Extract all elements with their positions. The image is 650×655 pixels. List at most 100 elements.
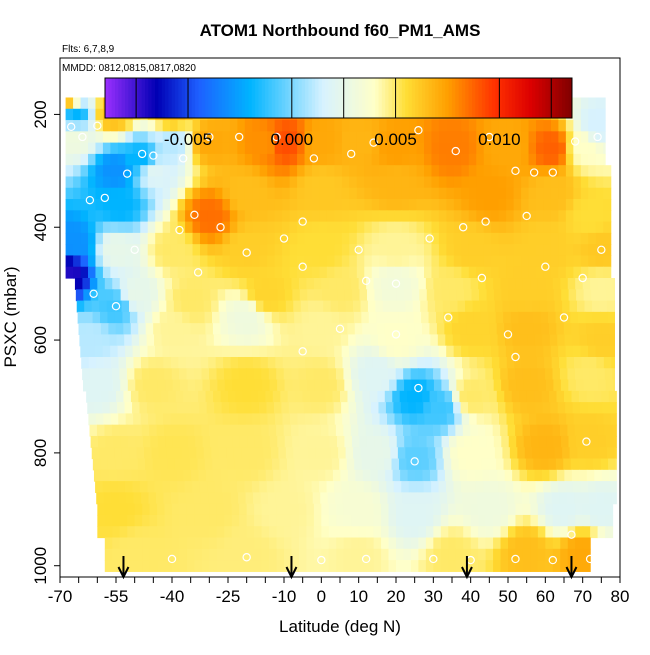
heatmap-cell <box>386 481 395 493</box>
heatmap-cell <box>497 469 506 482</box>
heatmap-cell <box>446 266 455 279</box>
heatmap-cell <box>536 356 545 369</box>
heatmap-cell <box>603 244 612 257</box>
x-tick-label: 70 <box>573 587 592 606</box>
heatmap-cell <box>416 210 425 223</box>
heatmap-cell <box>295 469 304 482</box>
heatmap-cell <box>201 537 210 550</box>
heatmap-cell <box>326 210 335 223</box>
heatmap-cell <box>416 153 425 166</box>
heatmap-cell <box>416 131 425 144</box>
heatmap-cell <box>173 300 182 313</box>
colorbar-segment <box>468 78 473 118</box>
heatmap-cell <box>595 345 604 358</box>
heatmap-cell <box>392 323 401 336</box>
heatmap-cell <box>448 514 457 527</box>
heatmap-cell <box>110 142 119 155</box>
heatmap-cell <box>558 266 567 279</box>
heatmap-cell <box>254 560 263 572</box>
heatmap-cell <box>388 424 397 437</box>
heatmap-cell <box>178 356 187 369</box>
heatmap-cell <box>246 560 255 572</box>
heatmap-cell <box>319 210 328 223</box>
heatmap-cell <box>282 176 291 189</box>
heatmap-cell <box>505 481 514 493</box>
heatmap-cell <box>104 278 113 290</box>
heatmap-cell <box>367 289 376 302</box>
heatmap-cell <box>65 176 74 189</box>
heatmap-cell <box>479 289 488 302</box>
heatmap-cell <box>349 153 358 166</box>
heatmap-cell <box>201 278 210 290</box>
heatmap-cell <box>99 447 108 460</box>
heatmap-cell <box>551 492 560 505</box>
heatmap-cell <box>440 278 449 290</box>
heatmap-cell <box>268 368 277 381</box>
heatmap-cell <box>384 458 393 471</box>
heatmap-cell <box>185 199 194 211</box>
heatmap-cell <box>416 187 425 200</box>
heatmap-cell <box>210 289 219 302</box>
heatmap-cell <box>281 481 290 493</box>
heatmap-cell <box>325 469 334 482</box>
heatmap-cell <box>453 481 462 493</box>
heatmap-cell <box>548 323 557 336</box>
heatmap-cell <box>519 469 528 482</box>
heatmap-cell <box>301 458 310 471</box>
colorbar-segment <box>438 78 443 118</box>
heatmap-cell <box>360 447 369 460</box>
heatmap-cell <box>558 165 567 178</box>
heatmap-cell <box>603 210 612 223</box>
heatmap-cell <box>96 356 105 369</box>
heatmap-cell <box>244 120 253 132</box>
colorbar-segment <box>511 78 516 118</box>
heatmap-cell <box>140 356 150 369</box>
heatmap-cell <box>321 379 330 392</box>
heatmap-cell <box>558 210 567 223</box>
heatmap-cell <box>468 187 477 200</box>
heatmap-cell <box>73 210 82 223</box>
heatmap-cell <box>95 176 104 189</box>
heatmap-cell <box>269 526 278 539</box>
heatmap-cell <box>209 278 218 290</box>
colorbar-segment <box>218 78 223 118</box>
heatmap-cell <box>155 165 164 178</box>
colorbar-segment <box>401 78 406 118</box>
heatmap-cell <box>485 514 494 527</box>
heatmap-cell <box>491 142 500 155</box>
heatmap-cell <box>270 447 279 460</box>
heatmap-cell <box>436 458 445 471</box>
heatmap-cell <box>171 424 180 437</box>
heatmap-cell <box>306 526 315 539</box>
heatmap-cell <box>369 323 378 336</box>
heatmap-cell <box>319 120 328 132</box>
heatmap-cell <box>513 153 522 166</box>
heatmap-cell <box>214 187 223 200</box>
heatmap-cell <box>611 413 617 426</box>
heatmap-cell <box>573 232 582 245</box>
heatmap-cell <box>375 447 384 460</box>
heatmap-cell <box>378 481 387 493</box>
heatmap-cell <box>328 560 337 572</box>
heatmap-cell <box>274 142 283 155</box>
heatmap-cell <box>493 560 502 572</box>
heatmap-cell <box>543 210 552 223</box>
heatmap-cell <box>222 153 231 166</box>
heatmap-cell <box>170 255 179 268</box>
heatmap-cell <box>102 481 111 493</box>
heatmap-cell <box>565 481 574 493</box>
heatmap-cell <box>208 356 217 369</box>
heatmap-cell <box>321 548 330 561</box>
heatmap-cell <box>446 255 455 268</box>
heatmap-cell <box>197 311 206 324</box>
heatmap-cell <box>574 368 583 381</box>
heatmap-cell <box>214 244 223 257</box>
heatmap-cell <box>513 232 522 245</box>
heatmap-cell <box>609 402 617 414</box>
heatmap-cell <box>351 435 361 448</box>
heatmap-cell <box>132 402 141 414</box>
heatmap-cell <box>407 390 416 403</box>
heatmap-cell <box>253 368 262 381</box>
colorbar-segment <box>211 78 216 118</box>
heatmap-cell <box>423 402 432 414</box>
